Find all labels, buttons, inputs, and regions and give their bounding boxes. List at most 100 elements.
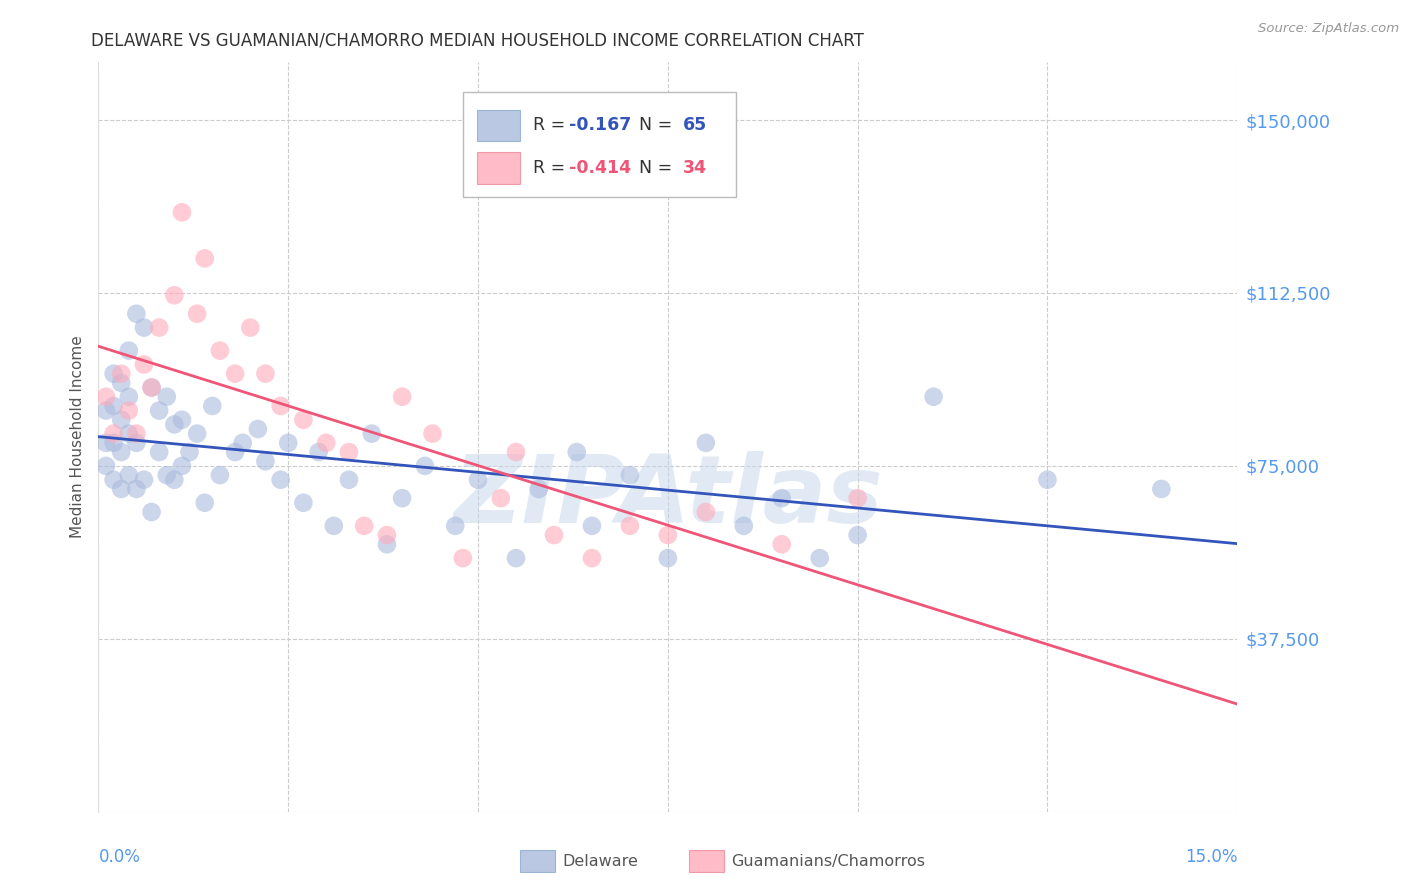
Point [292,413,315,427]
Point [156,390,179,404]
Point [148,445,170,459]
Point [353,519,375,533]
Point [337,473,360,487]
Point [846,528,869,542]
Point [103,435,125,450]
Point [148,403,170,417]
Point [94,390,117,404]
Y-axis label: Median Household Income: Median Household Income [69,335,84,539]
Text: 0.0%: 0.0% [98,847,141,865]
Point [391,390,413,404]
Point [224,367,246,381]
Point [232,435,254,450]
Point [125,482,148,496]
Point [118,343,141,358]
Point [103,426,125,441]
Point [103,367,125,381]
Text: ZIPAtlas: ZIPAtlas [453,451,883,543]
Point [110,376,132,390]
Point [94,458,117,473]
Point [132,473,155,487]
Point [527,482,550,496]
Point [581,551,603,566]
Point [808,551,831,566]
Text: N =: N = [628,159,678,178]
Point [141,380,163,394]
Point [141,380,163,394]
Point [444,519,467,533]
Point [239,320,262,334]
Point [163,417,186,432]
Point [1036,473,1059,487]
Point [110,367,132,381]
Point [246,422,269,436]
Point [505,445,527,459]
Point [543,528,565,542]
Point [170,458,193,473]
Text: Guamanians/Chamorros: Guamanians/Chamorros [731,854,925,869]
Bar [477,153,520,184]
Text: 34: 34 [683,159,707,178]
Point [179,445,201,459]
Point [422,426,444,441]
Bar [477,110,520,141]
Point [770,491,793,505]
Point [451,551,474,566]
Point [141,505,163,519]
Point [254,454,277,468]
Point [292,496,315,510]
Point [322,519,344,533]
Text: DELAWARE VS GUAMANIAN/CHAMORRO MEDIAN HOUSEHOLD INCOME CORRELATION CHART: DELAWARE VS GUAMANIAN/CHAMORRO MEDIAN HO… [91,31,865,49]
Point [170,205,193,219]
Point [467,473,489,487]
Point [148,320,170,334]
Text: 65: 65 [683,116,707,135]
Point [695,505,717,519]
Point [846,491,869,505]
Point [94,435,117,450]
Point [118,403,141,417]
Point [156,468,179,483]
Point [770,537,793,551]
Point [505,551,527,566]
Point [208,343,231,358]
Point [103,473,125,487]
Point [186,426,208,441]
Point [125,435,148,450]
Point [277,435,299,450]
Point [132,320,155,334]
Point [201,399,224,413]
Point [922,390,945,404]
Point [110,445,132,459]
Point [375,528,398,542]
Point [360,426,382,441]
Point [1150,482,1173,496]
Point [619,519,641,533]
Point [391,491,413,505]
Text: R =: R = [533,116,571,135]
Point [110,482,132,496]
Point [413,458,436,473]
Point [103,399,125,413]
Point [254,367,277,381]
Point [125,307,148,321]
Point [170,413,193,427]
Point [315,435,337,450]
Bar [463,93,737,197]
Point [619,468,641,483]
Point [208,468,231,483]
Point [118,390,141,404]
Point [132,358,155,372]
Text: -0.167: -0.167 [569,116,631,135]
Text: -0.414: -0.414 [569,159,631,178]
Point [186,307,208,321]
Text: Delaware: Delaware [562,854,638,869]
Point [375,537,398,551]
Point [224,445,246,459]
Point [194,252,217,266]
Point [163,473,186,487]
Point [337,445,360,459]
Point [194,496,217,510]
Text: N =: N = [628,116,678,135]
Text: Source: ZipAtlas.com: Source: ZipAtlas.com [1258,22,1399,36]
